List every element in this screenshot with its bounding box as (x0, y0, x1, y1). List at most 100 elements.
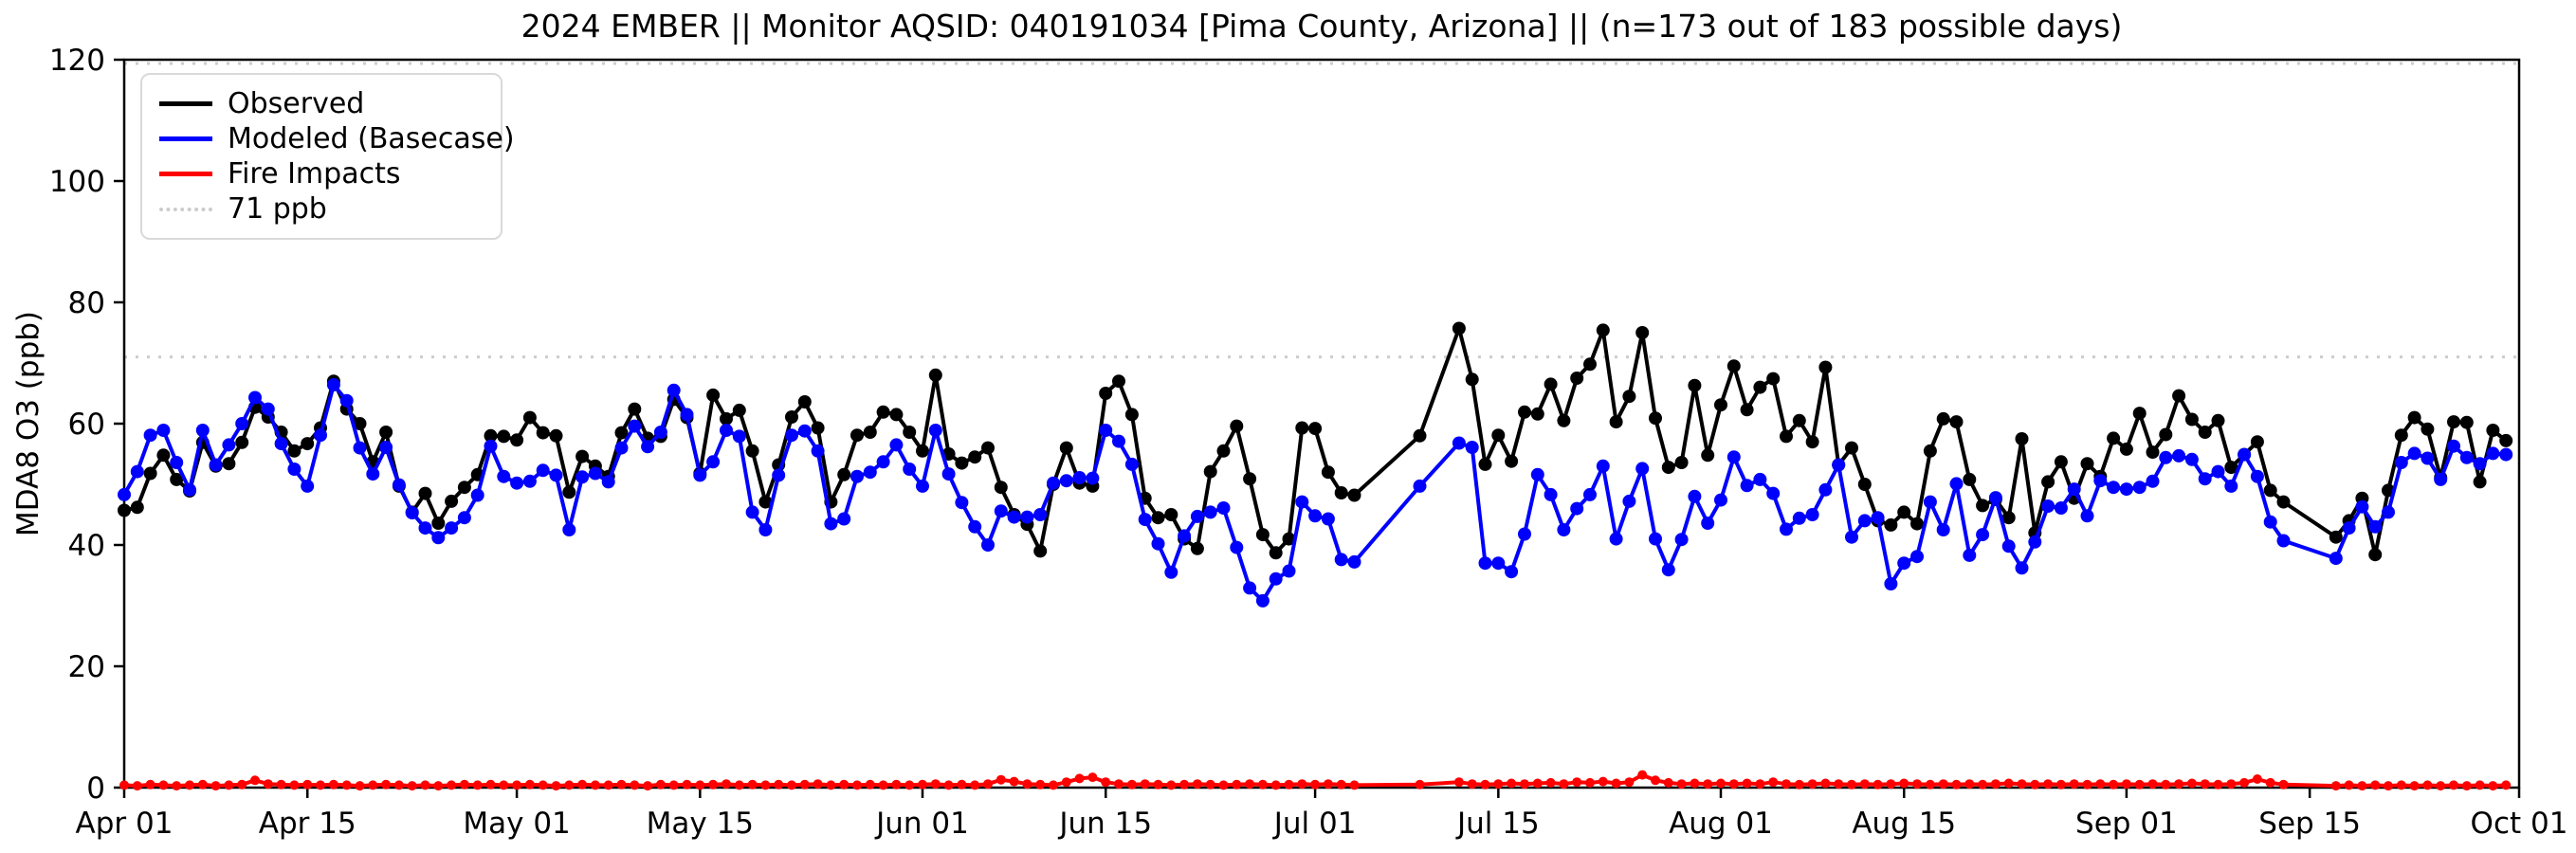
data-point (941, 467, 956, 481)
data-point (1282, 532, 1296, 546)
data-point (1857, 514, 1872, 528)
data-point (682, 779, 692, 789)
data-point (1766, 486, 1781, 500)
data-point (2436, 781, 2446, 791)
data-point (2370, 780, 2381, 790)
data-point (1166, 780, 1177, 790)
data-point (1925, 779, 1935, 789)
data-point (1505, 454, 1519, 468)
data-point (1270, 780, 1281, 790)
data-point (2082, 779, 2092, 789)
data-point (1507, 778, 1517, 789)
data-point (1963, 548, 1977, 562)
data-point (957, 779, 967, 789)
data-point (172, 781, 182, 791)
data-point (2069, 779, 2079, 789)
data-point (653, 426, 667, 439)
data-point (536, 463, 550, 478)
data-point (2447, 439, 2460, 453)
legend-swatch-solid (159, 172, 212, 176)
data-point (799, 779, 810, 789)
data-point (1178, 529, 1192, 543)
data-point (2329, 552, 2343, 566)
data-point (484, 428, 498, 443)
data-point (1622, 390, 1636, 404)
data-point (445, 521, 459, 535)
data-point (1308, 422, 1323, 436)
data-point (1807, 779, 1818, 789)
data-point (1661, 563, 1675, 577)
data-point (1544, 377, 1558, 391)
data-point (2329, 530, 2343, 544)
data-point (575, 449, 590, 463)
data-point (785, 428, 798, 443)
data-point (1990, 779, 2001, 789)
data-point (1818, 482, 1833, 497)
data-point (1557, 523, 1571, 536)
data-point (1728, 779, 1739, 789)
data-point (2252, 774, 2262, 784)
y-tick-label: 80 (68, 286, 105, 320)
data-point (156, 448, 171, 463)
data-point (276, 779, 286, 789)
data-point (916, 479, 929, 493)
data-point (1190, 509, 1204, 523)
data-point (1649, 411, 1662, 426)
data-point (1478, 556, 1492, 571)
data-point (2224, 479, 2238, 493)
data-point (2276, 534, 2291, 548)
data-point (968, 519, 982, 534)
data-point (1910, 517, 1924, 531)
data-point (2459, 415, 2474, 429)
x-tick-label: May 01 (463, 807, 570, 841)
data-point (1295, 495, 1309, 509)
data-point (393, 780, 404, 790)
data-point (339, 393, 354, 408)
data-point (2421, 422, 2435, 436)
data-point (248, 390, 262, 405)
data-point (1230, 419, 1244, 433)
data-point (1740, 479, 1754, 493)
data-point (1714, 398, 1727, 412)
data-point (341, 780, 352, 790)
data-point (1794, 779, 1804, 789)
data-point (2499, 433, 2513, 447)
data-point (2473, 457, 2487, 471)
data-point (1923, 444, 1937, 458)
data-point (1726, 359, 1741, 373)
data-point (1780, 522, 1793, 536)
y-tick-label: 40 (68, 529, 105, 563)
data-point (1101, 777, 1111, 788)
data-point (302, 779, 313, 789)
data-point (2224, 461, 2238, 475)
data-point (1624, 777, 1635, 788)
data-point (1701, 517, 1715, 530)
data-point (1099, 387, 1113, 400)
data-point (405, 506, 419, 520)
data-point (353, 441, 367, 455)
data-point (1768, 777, 1779, 788)
data-point (1976, 528, 1990, 542)
data-point (968, 450, 982, 464)
data-point (1988, 491, 2002, 505)
data-point (928, 424, 942, 437)
data-point (889, 438, 904, 452)
data-point (2330, 781, 2341, 791)
data-point (407, 781, 417, 791)
x-axis-tick-labels: Apr 01 Apr 15 May 01 May 15 Jun 01 Jun 15 Jul … (76, 788, 2567, 841)
data-point (1480, 779, 1490, 789)
data-point (1923, 495, 1937, 509)
data-point (1755, 779, 1765, 789)
data-point (1114, 779, 1124, 789)
data-point (130, 464, 144, 479)
data-point (955, 496, 969, 510)
data-point (720, 424, 733, 437)
data-point (1726, 450, 1741, 464)
data-point (758, 523, 773, 536)
data-point (314, 428, 327, 443)
data-point (876, 405, 890, 419)
series-fire-impacts (119, 770, 2512, 791)
data-point (1086, 471, 1100, 485)
data-point (1124, 457, 1139, 471)
data-point (445, 494, 459, 508)
